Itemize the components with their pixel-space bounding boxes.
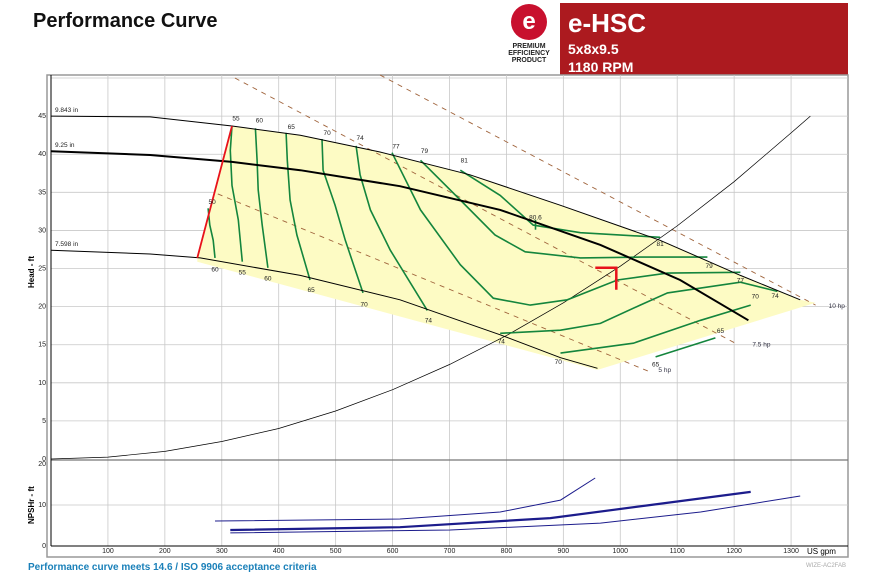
efficiency-contour — [500, 281, 778, 335]
head-tick-label: 45 — [38, 113, 46, 120]
x-tick-label: 400 — [273, 548, 285, 555]
head-tick-label: 35 — [38, 189, 46, 196]
page-title: Performance Curve — [33, 10, 218, 32]
efficiency-label: 65 — [308, 287, 316, 294]
efficiency-label: 65 — [652, 362, 660, 369]
power-label: 5 hp — [658, 367, 671, 374]
efficiency-label: 55 — [239, 269, 247, 276]
efficiency-label: 74 — [498, 339, 506, 346]
head-axis-label: Head - ft — [27, 256, 36, 288]
npsh-tick-label: 20 — [38, 461, 46, 468]
efficiency-label: 70 — [360, 301, 368, 308]
head-tick-label: 20 — [38, 304, 46, 311]
efficiency-label: 74 — [357, 135, 365, 142]
npsh-tick-label: 0 — [42, 543, 46, 550]
power-label: 10 hp — [829, 303, 846, 310]
impeller-curve — [50, 115, 801, 301]
head-tick-label: 10 — [38, 380, 46, 387]
efficiency-label: 70 — [323, 130, 331, 137]
premium-efficiency-logo: e PREMIUM EFFICIENCY PRODUCT — [503, 4, 555, 74]
head-tick-label: 15 — [38, 342, 46, 349]
efficiency-contour — [391, 152, 741, 306]
head-tick-label: 40 — [38, 151, 46, 158]
x-tick-label: 1000 — [612, 548, 628, 555]
x-tick-label: 1100 — [670, 548, 685, 555]
pump-speed: 1180 RPM — [568, 59, 634, 75]
impeller-label: 9.843 in — [55, 107, 79, 114]
x-tick-label: 300 — [216, 548, 228, 555]
logo-line: EFFICIENCY — [508, 50, 550, 57]
efficiency-contour — [355, 145, 428, 311]
x-tick-label: 600 — [387, 548, 399, 555]
efficiency-label: 77 — [737, 278, 745, 285]
head-tick-label: 25 — [38, 266, 46, 273]
x-tick-label: 500 — [330, 548, 342, 555]
logo-text: PREMIUM EFFICIENCY PRODUCT — [503, 43, 555, 64]
efficiency-contour — [560, 304, 751, 354]
npsh-curve — [230, 495, 801, 534]
efficiency-contour — [285, 132, 311, 281]
efficiency-label: 77 — [392, 144, 400, 151]
x-axis-label: US gpm — [807, 547, 836, 556]
impeller-curve — [50, 249, 598, 369]
efficiency-label: 60 — [264, 275, 272, 282]
efficiency-label: 70 — [752, 294, 760, 301]
model-name: e-HSC — [568, 8, 647, 38]
npsh-curve — [230, 490, 751, 532]
efficiency-label: 74 — [425, 317, 433, 324]
efficiency-contour — [229, 125, 244, 262]
head-tick-label: 5 — [42, 418, 46, 425]
efficiency-label: 65 — [717, 328, 725, 335]
pump-size: 5x8x9.5 — [568, 41, 619, 57]
power-line — [217, 193, 651, 373]
model-badge: e-HSC 5x8x9.5 1180 RPM — [560, 3, 848, 75]
head-tick-label: 0 — [42, 456, 46, 463]
efficiency-label: 60 — [256, 118, 264, 125]
npsh-axis-label: NPSHr - ft — [27, 486, 36, 524]
x-tick-label: 800 — [501, 548, 513, 555]
efficiency-contour — [655, 337, 716, 358]
power-label: 7.5 hp — [752, 342, 770, 349]
efficiency-contour — [254, 128, 269, 268]
efficiency-label: 80.6 — [529, 214, 542, 221]
efficiency-label: 81 — [461, 157, 469, 164]
operating-point-marker — [595, 266, 618, 290]
npsh-curve — [214, 477, 596, 522]
efficiency-label: 74 — [772, 293, 780, 300]
chart-code: WIZE-AC2FAB — [806, 563, 847, 569]
impeller-label: 7.598 in — [55, 241, 79, 248]
logo-line: PRODUCT — [511, 57, 547, 64]
efficiency-contour — [459, 169, 661, 239]
efficiency-label: 60 — [211, 266, 219, 273]
x-tick-label: 1300 — [783, 548, 799, 555]
efficiency-label: 65 — [288, 124, 296, 131]
e-logo-icon: e — [511, 4, 547, 40]
efficiency-label: 50 — [208, 199, 216, 206]
acceptance-note: Performance curve meets 14.6 / ISO 9906 … — [28, 562, 317, 573]
logo-line: PREMIUM — [512, 43, 546, 50]
x-tick-label: 1200 — [726, 548, 742, 555]
x-tick-label: 900 — [558, 548, 570, 555]
impeller-label: 9.25 in — [55, 142, 75, 149]
npsh-tick-label: 10 — [38, 502, 46, 509]
efficiency-label: 55 — [232, 115, 240, 122]
min-flow-line — [196, 125, 233, 259]
x-tick-label: 200 — [159, 548, 171, 555]
efficiency-contour — [321, 138, 364, 294]
x-tick-label: 100 — [102, 548, 114, 555]
system-curve — [50, 115, 811, 460]
efficiency-label: 79 — [421, 148, 429, 155]
x-tick-label: 700 — [444, 548, 456, 555]
efficiency-label: 79 — [705, 263, 713, 270]
head-tick-label: 30 — [38, 227, 46, 234]
efficiency-label: 70 — [555, 359, 563, 366]
efficiency-label: 81 — [657, 241, 665, 248]
power-line — [379, 74, 816, 306]
impeller-curve — [50, 150, 749, 322]
operating-region — [197, 126, 816, 370]
